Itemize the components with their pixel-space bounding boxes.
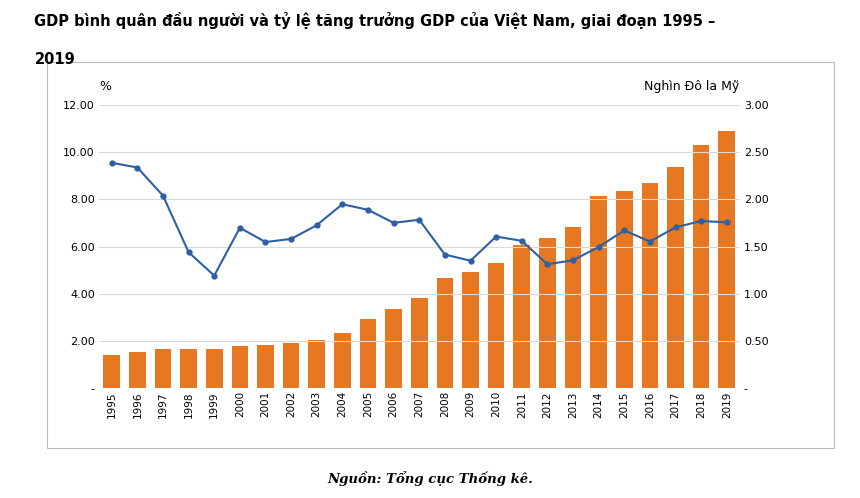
Bar <box>385 309 402 388</box>
Bar <box>155 349 171 388</box>
Bar <box>488 262 505 388</box>
Bar <box>181 349 197 388</box>
Text: Nguồn: Tổng cục Thống kê.: Nguồn: Tổng cục Thống kê. <box>327 471 533 486</box>
Bar <box>693 145 710 388</box>
Bar <box>513 245 530 388</box>
Bar <box>462 272 479 388</box>
Bar <box>667 167 684 388</box>
Bar <box>283 343 299 388</box>
Bar <box>539 238 556 388</box>
Bar <box>642 183 658 388</box>
Text: %: % <box>99 80 111 93</box>
Bar <box>257 345 273 388</box>
Bar <box>206 349 223 388</box>
Bar <box>103 356 120 388</box>
Bar <box>437 278 453 388</box>
Bar <box>309 340 325 388</box>
Bar <box>359 319 377 388</box>
Bar <box>411 298 427 388</box>
Text: 2019: 2019 <box>34 52 75 67</box>
Bar <box>590 196 607 388</box>
Bar <box>565 227 581 388</box>
Bar <box>231 346 249 388</box>
Bar <box>334 333 351 388</box>
Bar <box>718 131 735 388</box>
Text: GDP bình quân đầu người và tỷ lệ tăng trưởng GDP của Việt Nam, giai đoạn 1995 –: GDP bình quân đầu người và tỷ lệ tăng tr… <box>34 12 716 29</box>
Text: Nghìn Đô la Mỹ: Nghìn Đô la Mỹ <box>644 80 740 93</box>
Bar <box>129 353 145 388</box>
Bar <box>616 191 633 388</box>
